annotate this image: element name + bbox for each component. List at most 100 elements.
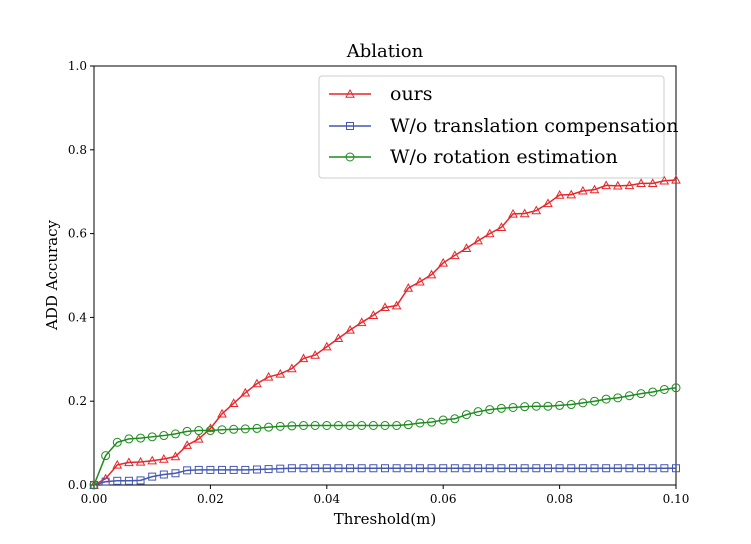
data-point	[554, 190, 565, 199]
data-point	[217, 425, 227, 435]
data-point	[543, 464, 552, 473]
data-point	[229, 424, 239, 434]
y-tick-label: 1.0	[68, 59, 87, 73]
data-point	[532, 464, 541, 473]
data-point	[381, 464, 389, 473]
data-point	[671, 383, 681, 393]
data-point	[158, 453, 169, 463]
data-point	[461, 243, 472, 252]
data-point	[543, 401, 553, 411]
data-point	[485, 405, 495, 415]
data-point	[520, 464, 529, 473]
data-point	[590, 464, 599, 473]
data-point	[357, 421, 367, 431]
data-point	[345, 421, 355, 431]
data-point	[124, 434, 134, 444]
data-point	[193, 433, 204, 443]
data-point	[450, 464, 459, 473]
data-point	[508, 402, 518, 412]
data-point	[228, 398, 239, 407]
data-point	[636, 389, 646, 399]
data-point	[136, 433, 146, 443]
data-point	[427, 464, 436, 473]
data-point	[310, 421, 320, 431]
data-point	[136, 476, 145, 485]
data-point	[543, 198, 553, 208]
data-point	[217, 408, 227, 418]
data-point	[497, 464, 506, 473]
y-tick-label: 0.4	[68, 310, 87, 324]
data-point	[322, 464, 331, 473]
data-point	[171, 469, 180, 478]
data-point	[474, 464, 483, 473]
data-point	[101, 477, 110, 486]
legend-entry: W/o rotation estimation	[329, 146, 618, 168]
series-layer	[89, 174, 681, 490]
data-point	[648, 464, 657, 473]
data-point	[182, 440, 192, 449]
data-point	[404, 464, 413, 473]
data-point	[205, 423, 216, 433]
data-point	[624, 180, 635, 190]
data-point	[368, 421, 378, 431]
data-point	[241, 465, 250, 474]
data-point	[613, 464, 622, 473]
plot-frame	[93, 65, 677, 486]
data-point	[229, 465, 238, 474]
data-point	[485, 464, 494, 473]
data-point	[357, 464, 366, 473]
data-point	[426, 269, 437, 279]
legend-label: W/o translation compensation	[390, 115, 678, 137]
data-point	[240, 424, 250, 434]
data-point	[380, 421, 390, 431]
data-point	[555, 464, 564, 473]
data-point	[287, 421, 297, 431]
legend-label: ours	[390, 83, 433, 105]
data-point	[484, 228, 495, 238]
data-point	[519, 208, 530, 218]
data-point	[531, 205, 542, 215]
data-point	[555, 400, 565, 410]
series-1	[90, 464, 680, 489]
data-point	[589, 184, 600, 194]
data-point	[101, 451, 111, 461]
legend-label: W/o rotation estimation	[390, 146, 618, 168]
x-tick-label: 0.06	[430, 492, 457, 506]
legend-marker	[345, 88, 355, 98]
data-point	[531, 401, 541, 411]
data-point	[89, 480, 99, 490]
data-point	[310, 350, 321, 359]
data-point	[403, 283, 414, 292]
data-point	[508, 208, 518, 218]
data-point	[159, 431, 169, 441]
data-point	[473, 407, 483, 417]
data-point	[345, 324, 355, 334]
legend: ours W/o translation compensation W/o rota…	[318, 75, 678, 179]
data-point	[391, 300, 402, 310]
data-point	[438, 415, 448, 425]
data-point	[636, 178, 646, 188]
legend-entry: ours	[329, 83, 433, 105]
data-point	[240, 387, 251, 397]
x-tick-label: 0.04	[313, 492, 340, 506]
data-point	[368, 310, 379, 320]
data-point	[218, 465, 227, 474]
legend-box	[318, 75, 665, 179]
data-point	[170, 451, 181, 461]
x-axis-label: Threshold(m)	[334, 510, 436, 528]
data-point	[449, 250, 460, 260]
data-point	[252, 465, 261, 474]
data-point	[252, 423, 262, 433]
data-point	[135, 456, 146, 466]
x-tick-label: 0.10	[663, 492, 690, 506]
data-point	[205, 426, 215, 436]
data-point	[183, 466, 192, 475]
data-point	[276, 464, 285, 473]
data-point	[287, 464, 296, 473]
data-point	[392, 464, 401, 473]
y-tick-label: 0.6	[68, 227, 87, 241]
data-point	[182, 426, 192, 436]
data-point	[659, 384, 669, 394]
data-point	[252, 378, 262, 388]
data-point	[648, 387, 658, 397]
